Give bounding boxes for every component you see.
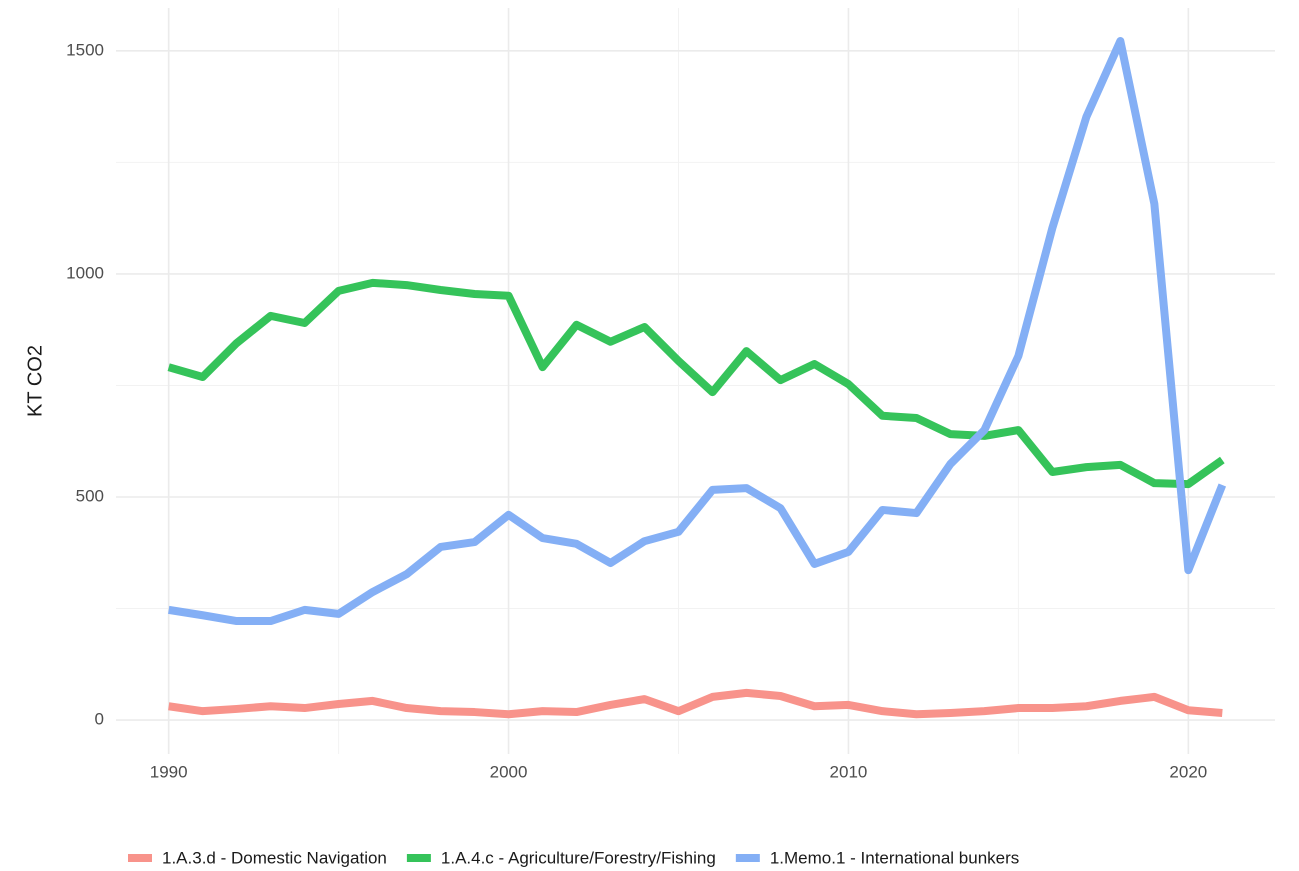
grid: 0 500 1000 1500 1990 2000 2010 2020 (66, 8, 1275, 781)
y-tick-label: 0 (95, 710, 104, 729)
series-line (168, 688, 1223, 719)
x-tick-label: 2000 (490, 762, 528, 781)
x-tick-label: 1990 (150, 762, 188, 781)
y-axis-label: KT CO2 (24, 345, 46, 417)
legend-label: 1.A.4.c - Agriculture/Forestry/Fishing (441, 848, 716, 867)
legend-label: 1.A.3.d - Domestic Navigation (162, 848, 387, 867)
y-tick-label: 1000 (66, 263, 104, 282)
x-tick-label: 2020 (1169, 762, 1207, 781)
y-tick-label: 500 (76, 486, 104, 505)
series-line (168, 37, 1227, 626)
y-tick-label: 1500 (66, 40, 104, 59)
legend: 1.A.3.d - Domestic Navigation 1.A.4.c - A… (128, 848, 1019, 867)
series-line (167, 278, 1225, 489)
x-tick-label: 2010 (830, 762, 868, 781)
legend-label: 1.Memo.1 - International bunkers (770, 848, 1019, 867)
lines (167, 37, 1227, 719)
